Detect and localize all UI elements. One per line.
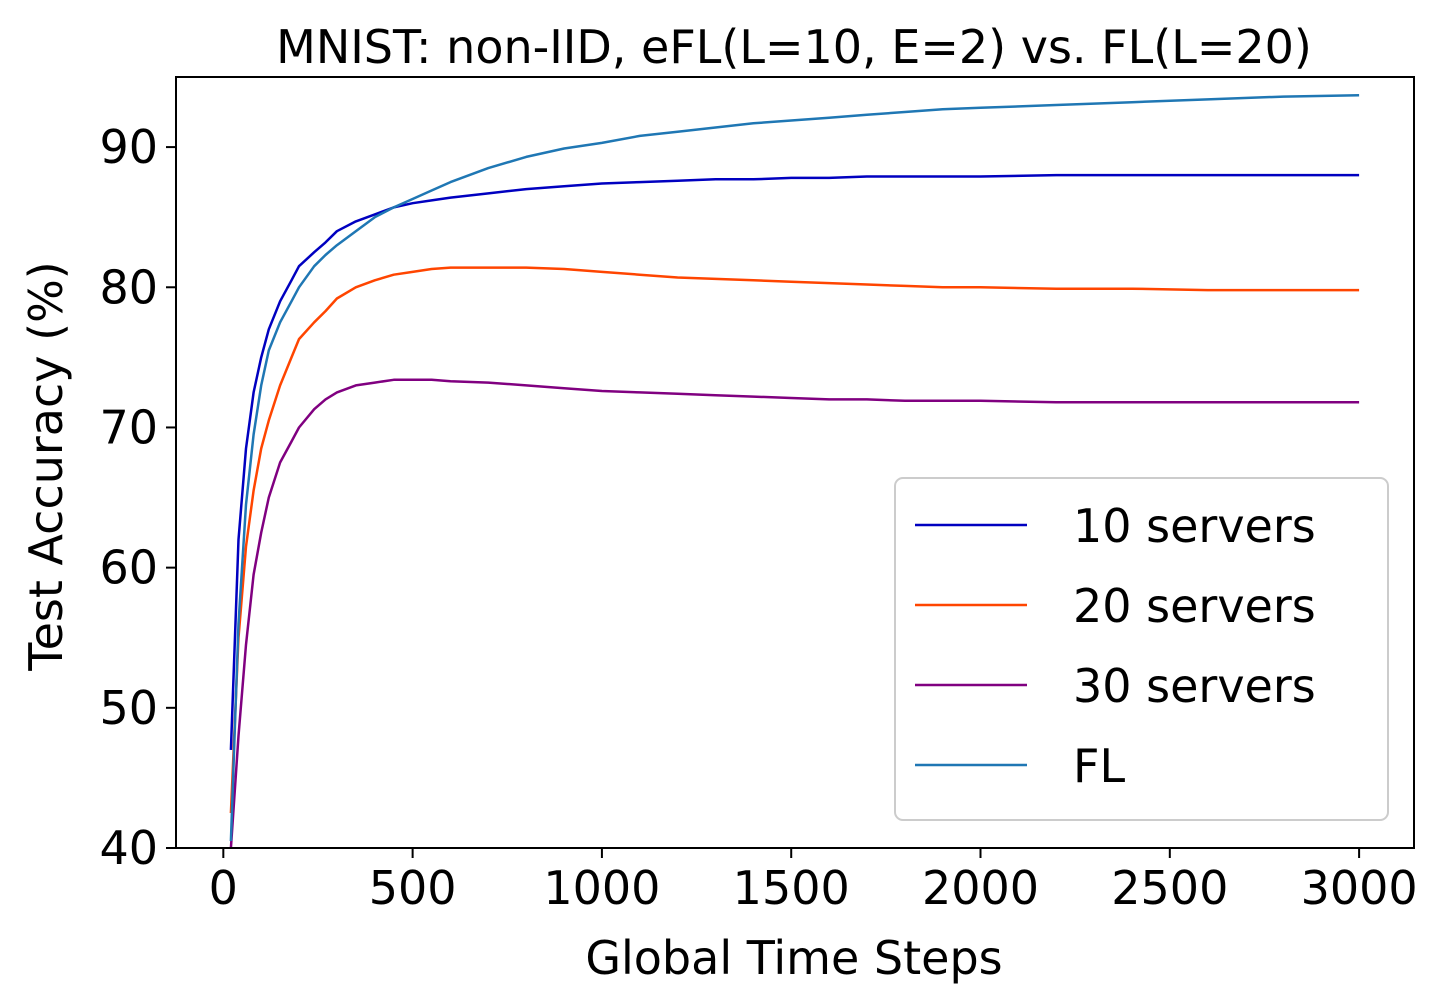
x-tick-label: 1500	[733, 861, 850, 915]
series-line-4	[229, 93, 1360, 842]
y-tick-label: 60	[99, 541, 158, 595]
y-tick-label: 80	[99, 260, 158, 314]
y-tick-label: 40	[99, 821, 158, 875]
y-tick-label: 50	[99, 681, 158, 735]
x-tick-label: 0	[209, 861, 238, 915]
x-axis: 0 500 1000 1500 2000 2500 3000	[209, 848, 1418, 915]
series-line-2	[229, 266, 1360, 814]
plot-area-frame	[175, 76, 1415, 849]
x-tick-label: 2500	[1111, 861, 1228, 915]
chart-title: MNIST: non-IID, eFL(L=10, E=2) vs. FL(L=…	[276, 20, 1312, 74]
legend-box	[894, 477, 1389, 821]
y-tick-label: 90	[99, 120, 158, 174]
series-line-3	[229, 378, 1360, 849]
y-tick-label: 70	[99, 400, 158, 454]
series-layer	[229, 93, 1360, 849]
x-tick-label: 1000	[543, 861, 660, 915]
x-tick-label: 2000	[922, 861, 1039, 915]
y-axis-label: Test Accuracy (%)	[19, 261, 73, 671]
y-axis: 40 50 60 70 80 90	[99, 120, 176, 875]
legend-entry-3: 30 servers	[1073, 659, 1316, 713]
x-tick-label: 3000	[1301, 861, 1418, 915]
x-tick-label: 500	[369, 861, 457, 915]
series-line-1	[229, 173, 1360, 750]
legend-entry-4: FL	[1073, 739, 1125, 793]
legend-entry-1: 10 servers	[1073, 499, 1316, 553]
legend-entry-2: 20 servers	[1073, 579, 1316, 633]
legend: 10 servers 20 servers 30 servers FL	[894, 477, 1389, 821]
x-axis-label: Global Time Steps	[585, 931, 1002, 985]
